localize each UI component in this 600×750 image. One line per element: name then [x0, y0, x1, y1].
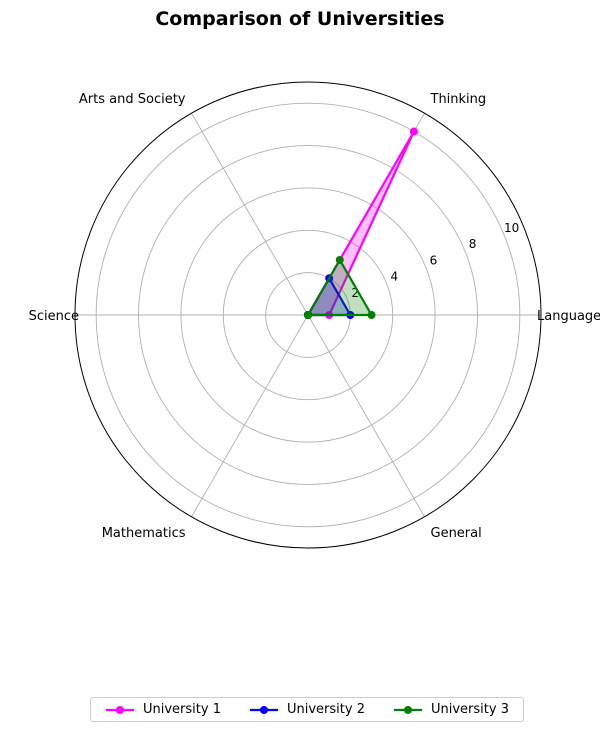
spoke-gridline [191, 314, 309, 518]
series-line [306, 258, 373, 317]
spoke-gridline [191, 112, 309, 316]
radial-tick-label: 4 [390, 270, 398, 284]
series-fill [308, 278, 351, 315]
chart-title: Comparison of Universities [155, 8, 445, 30]
radial-tick-label: 6 [430, 253, 438, 267]
legend-label: University 1 [143, 702, 221, 717]
polar-frame [74, 81, 542, 549]
axis-label: Arts and Society [79, 92, 186, 107]
legend-swatch [106, 705, 134, 714]
data-point [367, 311, 376, 319]
radial-tick-label: 8 [469, 237, 477, 251]
axis-label: General [431, 526, 482, 541]
data-point [335, 255, 344, 264]
radar-chart: 2 4 6 8 10 Language Thinking Arts and Society Sc… [29, 81, 600, 549]
legend-label: University 3 [431, 702, 509, 717]
axis-label: Thinking [430, 92, 487, 107]
radial-tick-label: 10 [504, 221, 519, 235]
axis-label: Language [537, 309, 600, 324]
radial-tick-label: 2 [351, 286, 359, 300]
spoke-gridline [307, 314, 425, 518]
legend-label: University 2 [287, 702, 365, 717]
legend-swatch [250, 705, 278, 714]
legend-item: University 2 [249, 702, 365, 717]
legend-item: University 3 [393, 702, 509, 717]
axis-label: Mathematics [102, 526, 186, 541]
legend-item: University 1 [105, 702, 221, 717]
data-point [409, 127, 418, 136]
axis-label: Science [29, 309, 79, 324]
legend: University 1 University 2 University 3 [90, 697, 524, 722]
series-fill [308, 259, 372, 315]
data-point [304, 311, 312, 319]
legend-swatch [394, 705, 422, 714]
